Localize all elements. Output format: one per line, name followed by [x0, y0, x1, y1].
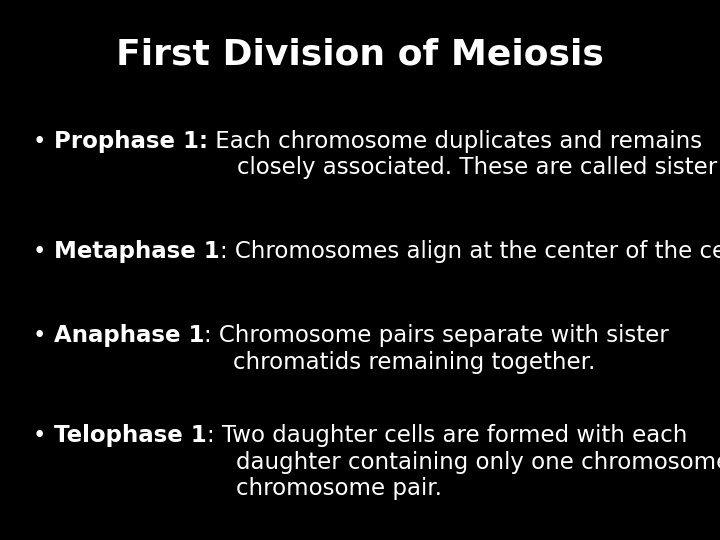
Text: Telophase 1: Telophase 1 — [54, 424, 207, 447]
Text: •: • — [32, 324, 46, 347]
Text: •: • — [32, 130, 46, 153]
Text: Anaphase 1: Anaphase 1 — [54, 324, 204, 347]
Text: : Chromosomes align at the center of the cell.: : Chromosomes align at the center of the… — [220, 240, 720, 264]
Text: : Chromosome pairs separate with sister
    chromatids remaining together.: : Chromosome pairs separate with sister … — [204, 324, 670, 374]
Text: First Division of Meiosis: First Division of Meiosis — [116, 38, 604, 72]
Text: •: • — [32, 424, 46, 447]
Text: Metaphase 1: Metaphase 1 — [54, 240, 220, 264]
Text: •: • — [32, 240, 46, 264]
Text: : Two daughter cells are formed with each
    daughter containing only one chrom: : Two daughter cells are formed with eac… — [207, 424, 720, 500]
Text: Prophase 1:: Prophase 1: — [54, 130, 208, 153]
Text: Each chromosome duplicates and remains
    closely associated. These are called : Each chromosome duplicates and remains c… — [208, 130, 720, 179]
